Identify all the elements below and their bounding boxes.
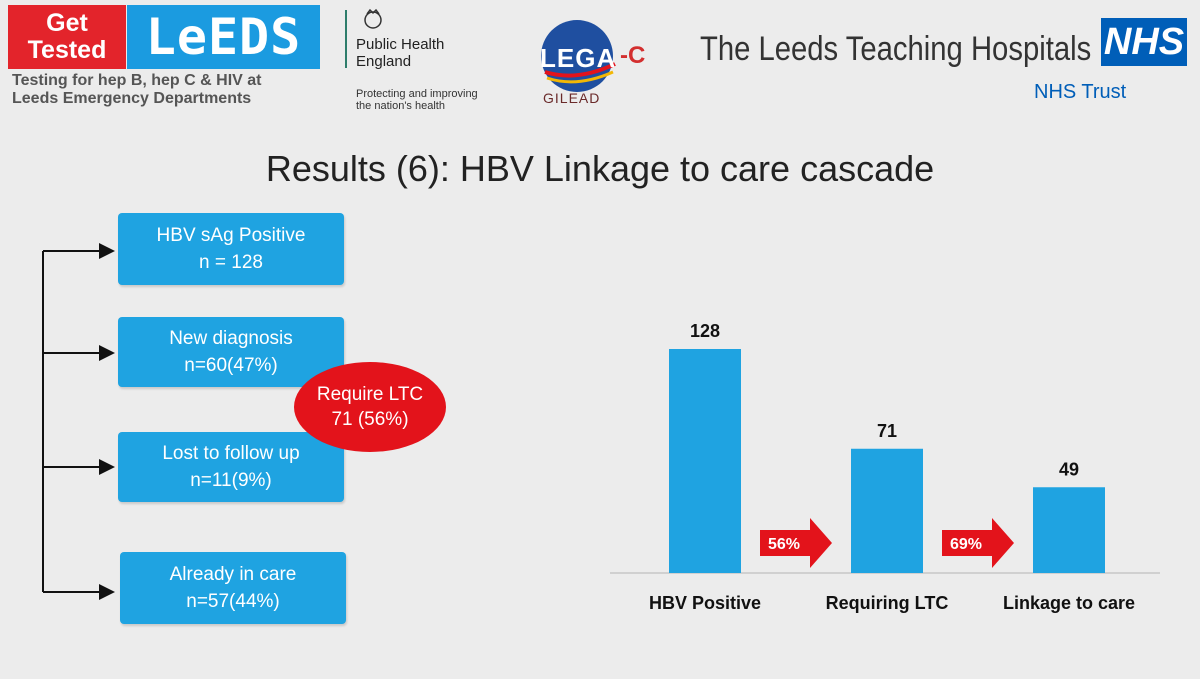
get-tested-line1: Get — [46, 9, 88, 37]
slide-title: Results (6): HBV Linkage to care cascade — [265, 148, 935, 189]
data-label-1: 128 — [690, 321, 720, 341]
arrow-percent-label: 56% — [768, 536, 800, 553]
red-arrow-2: 69% — [942, 518, 1014, 568]
gilead-logo: GILEAD — [543, 90, 601, 106]
oval-label: Require LTC — [316, 384, 424, 405]
flow-box-label: Lost to follow up — [162, 443, 300, 464]
red-arrow-shape — [942, 518, 1014, 568]
flow-box-value: n = 128 — [199, 252, 263, 273]
leeds-logo: LeEDS — [127, 5, 320, 69]
phe-tagline-line1: Protecting and improving — [356, 88, 478, 100]
arrow-percent-label: 69% — [950, 536, 982, 553]
bar-3 — [1033, 487, 1105, 573]
flow-box-lost-to-follow-up: Lost to follow up n=11(9%) — [118, 432, 344, 502]
leeds-subtitle-line1: Testing for hep B, hep C & HIV at — [12, 72, 262, 89]
phe-name-line2: England — [356, 53, 412, 70]
hospital-name: The Leeds Teaching Hospitals — [700, 30, 1092, 68]
royal-crest-icon — [364, 8, 382, 29]
leeds-subtitle-line2: Leeds Emergency Departments — [12, 90, 252, 107]
flow-box-label: HBV sAg Positive — [156, 225, 306, 246]
flow-box-value: n=57(44%) — [186, 591, 280, 612]
x-tick-label-3: Linkage to care — [1003, 593, 1135, 613]
flow-box-new-diagnosis: New diagnosis n=60(47%) — [118, 317, 344, 387]
bar-1 — [669, 349, 741, 573]
lega-globe-icon — [541, 20, 616, 92]
x-tick-label-1: HBV Positive — [649, 593, 761, 613]
lega-logo-suffix: -C — [620, 42, 646, 69]
phe-tagline: Protecting and improving the nation's he… — [356, 88, 478, 112]
phe-tagline-line2: the nation's health — [356, 100, 445, 112]
require-ltc-oval: Require LTC 71 (56%) — [294, 362, 446, 452]
leeds-subtitle: Testing for hep B, hep C & HIV at Leeds … — [12, 72, 312, 108]
bar-2 — [851, 448, 923, 573]
flow-box-already-in-care: Already in care n=57(44%) — [120, 552, 346, 624]
get-tested-line2: Tested — [27, 36, 107, 64]
data-label-2: 71 — [877, 421, 897, 441]
phe-divider — [345, 10, 347, 68]
linkage-bar-chart: 128 HBV Positive 71 Requiring LTC 49 Linkage … — [610, 321, 1160, 613]
nhs-trust-label: NHS Trust — [1034, 81, 1127, 103]
flow-box-value: n=60(47%) — [184, 355, 278, 376]
get-tested-logo: Get Tested — [8, 5, 126, 69]
flow-box-value: n=11(9%) — [190, 470, 272, 491]
oval-value: 71 (56%) — [331, 409, 409, 430]
x-tick-label-2: Requiring LTC — [826, 593, 949, 613]
phe-name: Public Health England — [356, 36, 444, 70]
data-label-3: 49 — [1059, 459, 1079, 479]
red-arrow-shape — [760, 518, 832, 568]
flow-box-label: New diagnosis — [169, 328, 293, 349]
flow-box-hbv-positive: HBV sAg Positive n = 128 — [118, 213, 344, 285]
lega-logo-text: LEGA — [540, 43, 617, 73]
flow-box-label: Already in care — [169, 564, 297, 585]
nhs-logo: NHS — [1101, 18, 1187, 66]
phe-name-line1: Public Health — [356, 36, 445, 53]
red-arrow-1: 56% — [760, 518, 832, 568]
